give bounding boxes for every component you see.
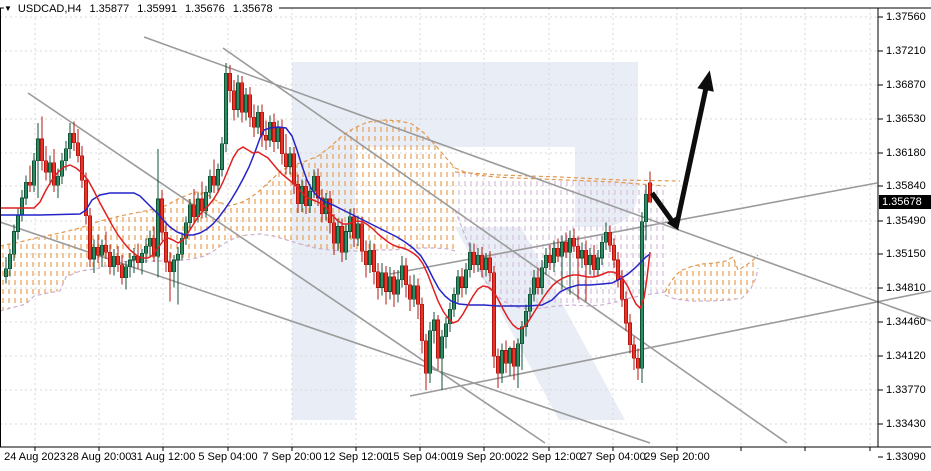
ohlc-open: 1.35877 — [89, 3, 130, 15]
price-axis-label: 1.36870 — [886, 79, 926, 91]
trend-line-steep-descending-1 — [27, 92, 546, 444]
tenkan-sen-line — [0, 146, 651, 330]
price-axis-label: 1.35150 — [886, 248, 926, 260]
price-axis-label: 1.36180 — [886, 147, 926, 159]
time-axis-label: 29 Sep 20:00 — [644, 451, 710, 463]
price-axis-label: 1.36530 — [886, 113, 926, 125]
chart-dropdown-icon[interactable]: ▼ — [4, 4, 12, 13]
symbol-period-label: USDCAD,H4 — [17, 3, 82, 15]
gridlines — [0, 8, 878, 447]
price-axis-label: 1.37560 — [886, 11, 926, 23]
candles — [4, 63, 652, 390]
trend-line-steep-descending-2 — [222, 47, 788, 444]
current-price-badge: 1.35678 — [879, 195, 931, 209]
price-axis-label: 1.34120 — [886, 350, 926, 362]
price-axis-label: 1.37210 — [886, 45, 926, 57]
ohlc-low: 1.35676 — [185, 3, 225, 15]
ohlc-close: 1.35678 — [232, 3, 273, 15]
time-axis-label: 22 Sep 12:00 — [516, 451, 582, 463]
price-axis-label: 1.33770 — [886, 384, 926, 396]
kijun-sen-line — [0, 126, 651, 307]
trend-line-ascending-support-lower — [409, 290, 931, 397]
chart-title: ▼ USDCAD,H4 1.35877 1.35991 1.35676 1.35678 — [4, 2, 279, 16]
time-axis-label: 28 Aug 20:00 — [66, 451, 132, 463]
price-axis-label: 1.35840 — [886, 180, 926, 192]
time-axis-label: 15 Sep 04:00 — [387, 451, 453, 463]
senkou-span-line — [454, 171, 681, 182]
pullback-arrow — [649, 191, 675, 223]
price-axis-label: 1.33430 — [886, 418, 926, 430]
time-axis-label: 27 Sep 04:00 — [580, 451, 646, 463]
price-axis-label: 1.34810 — [886, 282, 926, 294]
time-axis-label: 7 Sep 20:00 — [262, 451, 322, 463]
price-axis-label: 1.35490 — [886, 215, 926, 227]
ohlc-high: 1.35991 — [137, 3, 178, 15]
forecast-up-arrow — [673, 87, 709, 229]
time-axis-label: 19 Sep 20:00 — [451, 451, 517, 463]
price-axis-label: 1.33090 — [886, 451, 926, 463]
time-axis-label: 24 Aug 2023 — [4, 451, 66, 463]
time-axis-label: 31 Aug 12:00 — [130, 451, 196, 463]
time-axis-label: 12 Sep 12:00 — [323, 451, 389, 463]
annotation-arrows[interactable] — [649, 70, 714, 231]
time-axis-label: 5 Sep 04:00 — [198, 451, 258, 463]
price-axis-label: 1.34460 — [886, 316, 926, 328]
